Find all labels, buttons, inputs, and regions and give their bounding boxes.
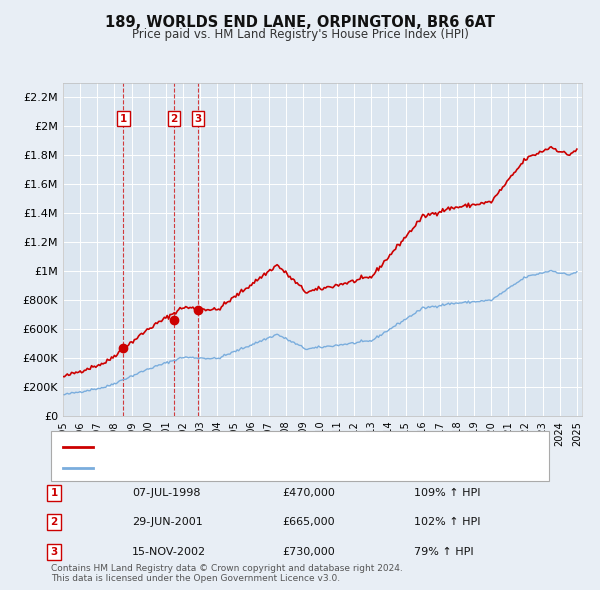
Text: 102% ↑ HPI: 102% ↑ HPI xyxy=(414,517,481,527)
Text: 2: 2 xyxy=(50,517,58,527)
Text: 29-JUN-2001: 29-JUN-2001 xyxy=(132,517,203,527)
Text: Contains HM Land Registry data © Crown copyright and database right 2024.
This d: Contains HM Land Registry data © Crown c… xyxy=(51,563,403,583)
Text: 79% ↑ HPI: 79% ↑ HPI xyxy=(414,547,473,556)
Text: 15-NOV-2002: 15-NOV-2002 xyxy=(132,547,206,556)
Text: £665,000: £665,000 xyxy=(282,517,335,527)
Text: HPI: Average price, detached house, Bromley: HPI: Average price, detached house, Brom… xyxy=(99,463,335,473)
Text: 1: 1 xyxy=(50,488,58,497)
Text: 2: 2 xyxy=(170,114,178,124)
Text: 189, WORLDS END LANE, ORPINGTON, BR6 6AT: 189, WORLDS END LANE, ORPINGTON, BR6 6AT xyxy=(105,15,495,30)
Text: Price paid vs. HM Land Registry's House Price Index (HPI): Price paid vs. HM Land Registry's House … xyxy=(131,28,469,41)
Text: 3: 3 xyxy=(50,547,58,556)
Text: £470,000: £470,000 xyxy=(282,488,335,497)
Text: 1: 1 xyxy=(119,114,127,124)
Text: 07-JUL-1998: 07-JUL-1998 xyxy=(132,488,200,497)
Text: 3: 3 xyxy=(194,114,202,124)
Text: 109% ↑ HPI: 109% ↑ HPI xyxy=(414,488,481,497)
Text: £730,000: £730,000 xyxy=(282,547,335,556)
Text: 189, WORLDS END LANE, ORPINGTON, BR6 6AT (detached house): 189, WORLDS END LANE, ORPINGTON, BR6 6AT… xyxy=(99,442,442,452)
